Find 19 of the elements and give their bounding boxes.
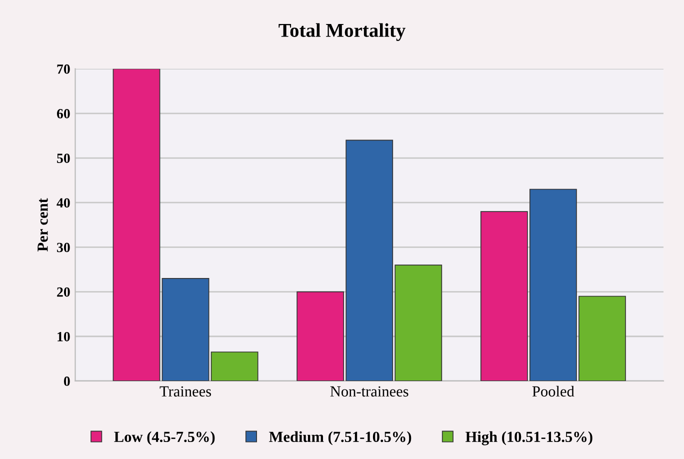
y-tick-label: 30 bbox=[57, 242, 70, 252]
y-tick-label: 50 bbox=[57, 154, 70, 163]
x-tick-label: Non-trainees bbox=[330, 386, 408, 397]
legend-label: Low (4.5-7.5%) bbox=[114, 431, 215, 446]
chart-title: Total Mortality bbox=[278, 23, 406, 41]
y-tick-label: 60 bbox=[56, 109, 70, 118]
y-tick-label: 0 bbox=[64, 376, 70, 386]
bar bbox=[162, 278, 210, 381]
x-tick-label: Trainees bbox=[160, 386, 212, 397]
y-tick-label: 10 bbox=[58, 332, 70, 342]
legend-label: Medium (7.51-10.5%) bbox=[269, 431, 412, 446]
y-tick-label: 20 bbox=[57, 287, 70, 297]
bar bbox=[210, 352, 258, 381]
y-axis-title: Per cent bbox=[38, 198, 48, 252]
bar bbox=[112, 68, 160, 381]
x-tick-label: Pooled bbox=[532, 386, 574, 397]
y-tick-label: 40 bbox=[56, 198, 70, 208]
legend-label: High (10.51-13.5%) bbox=[466, 431, 592, 446]
y-tick-label: 70 bbox=[57, 64, 70, 74]
